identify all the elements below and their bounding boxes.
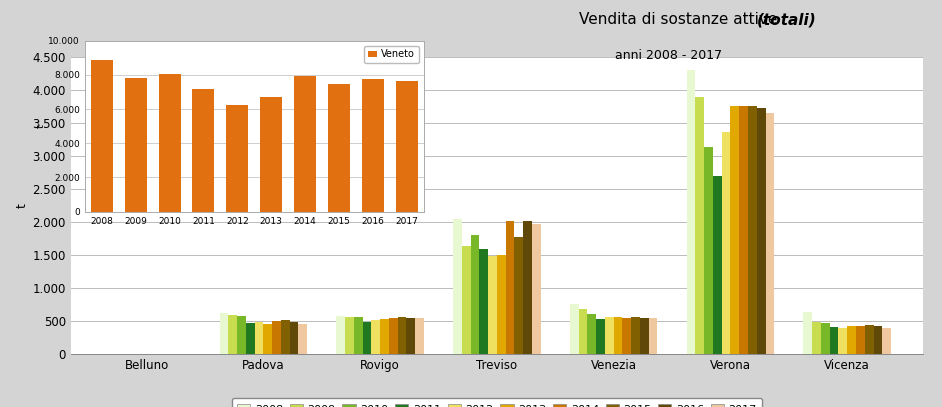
Y-axis label: t: t: [36, 124, 45, 128]
Bar: [488, 256, 496, 354]
Text: anni 2008 - 2017: anni 2008 - 2017: [615, 49, 723, 62]
Bar: [362, 79, 384, 212]
Bar: [354, 317, 363, 354]
Bar: [812, 322, 821, 354]
Bar: [856, 326, 865, 354]
Bar: [649, 318, 658, 354]
Bar: [226, 105, 249, 212]
Legend: Veneto: Veneto: [364, 46, 419, 63]
Bar: [739, 107, 748, 354]
Bar: [272, 321, 281, 354]
Bar: [192, 90, 215, 212]
Bar: [596, 319, 605, 354]
Bar: [523, 221, 532, 354]
Text: (totali): (totali): [756, 12, 817, 27]
Bar: [838, 328, 847, 354]
Bar: [389, 318, 398, 354]
Bar: [246, 323, 254, 354]
Bar: [506, 221, 514, 354]
Bar: [90, 59, 113, 212]
Bar: [228, 315, 237, 354]
Bar: [237, 316, 246, 354]
Bar: [830, 327, 838, 354]
Bar: [705, 147, 713, 354]
Bar: [462, 247, 471, 354]
Text: Vendita di sostanze attive: Vendita di sostanze attive: [579, 12, 777, 27]
Bar: [158, 74, 181, 212]
Bar: [381, 319, 389, 354]
Bar: [821, 323, 830, 354]
Bar: [254, 322, 264, 354]
Bar: [345, 317, 354, 354]
Bar: [479, 249, 488, 354]
Bar: [873, 326, 883, 354]
Legend: 2008, 2009, 2010, 2011, 2012, 2013, 2014, 2015, 2016, 2017: 2008, 2009, 2010, 2011, 2012, 2013, 2014…: [232, 398, 762, 407]
Bar: [756, 109, 766, 354]
Bar: [497, 255, 506, 354]
Bar: [406, 318, 415, 354]
Bar: [328, 84, 350, 212]
Bar: [631, 317, 640, 354]
Bar: [453, 219, 462, 354]
Bar: [363, 322, 371, 354]
Bar: [289, 322, 299, 354]
Bar: [471, 234, 479, 354]
Bar: [371, 320, 381, 354]
Bar: [687, 70, 695, 354]
Bar: [883, 328, 891, 354]
Bar: [605, 317, 613, 354]
Bar: [260, 97, 283, 212]
Bar: [299, 324, 307, 354]
Bar: [281, 320, 289, 354]
Bar: [398, 317, 406, 354]
Bar: [623, 318, 631, 354]
Bar: [865, 325, 873, 354]
Bar: [588, 314, 596, 354]
Bar: [570, 304, 578, 354]
Bar: [804, 313, 812, 354]
Bar: [514, 236, 523, 354]
Y-axis label: t: t: [15, 203, 28, 208]
Bar: [748, 107, 756, 354]
Bar: [294, 76, 317, 212]
Bar: [124, 78, 147, 212]
Bar: [532, 224, 541, 354]
Bar: [640, 318, 649, 354]
Bar: [396, 81, 418, 212]
Bar: [336, 316, 345, 354]
Bar: [847, 326, 856, 354]
Bar: [713, 176, 722, 354]
Bar: [415, 318, 424, 354]
Bar: [730, 107, 739, 354]
Bar: [613, 317, 623, 354]
Bar: [219, 313, 228, 354]
Bar: [695, 96, 705, 354]
Bar: [766, 113, 774, 354]
Bar: [722, 132, 730, 354]
Bar: [578, 309, 588, 354]
Bar: [264, 324, 272, 354]
